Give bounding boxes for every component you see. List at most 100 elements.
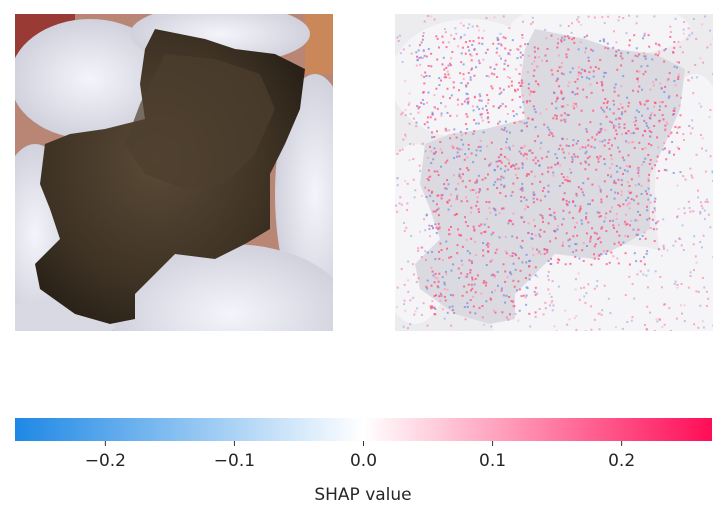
shap-pixel — [711, 170, 713, 173]
shap-pixel — [493, 68, 496, 70]
shap-pixel — [588, 155, 591, 158]
shap-pixel — [481, 305, 484, 307]
shap-pixel — [566, 104, 569, 106]
shap-pixel — [493, 169, 496, 172]
shap-pixel — [504, 126, 507, 129]
shap-pixel — [596, 280, 599, 282]
shap-pixel — [701, 207, 704, 210]
shap-pixel — [560, 40, 563, 43]
shap-pixel — [607, 15, 610, 18]
shap-pixel — [637, 183, 640, 186]
shap-pixel — [403, 299, 406, 302]
shap-pixel — [435, 226, 438, 229]
shap-pixel — [409, 323, 412, 326]
shap-pixel — [526, 125, 528, 128]
shap-pixel — [638, 85, 641, 88]
shap-pixel — [430, 162, 433, 165]
shap-pixel — [674, 17, 677, 20]
shap-pixel — [470, 59, 473, 62]
shap-pixel — [649, 158, 652, 161]
shap-pixel — [586, 34, 588, 37]
shap-pixel — [584, 152, 587, 155]
colorbar-gradient — [15, 418, 712, 441]
shap-pixel — [487, 226, 490, 229]
shap-pixel — [597, 160, 600, 163]
shap-pixel — [456, 147, 459, 150]
shap-pixel — [482, 323, 485, 326]
shap-pixel — [626, 96, 629, 99]
shap-pixel — [534, 293, 537, 296]
shap-pixel — [693, 269, 695, 272]
shap-pixel — [500, 128, 503, 131]
shap-pixel — [444, 105, 447, 108]
shap-pixel — [465, 238, 468, 241]
shap-pixel — [471, 278, 474, 281]
shap-pixel — [667, 96, 670, 99]
shap-pixel — [560, 72, 563, 75]
shap-pixel — [575, 142, 578, 145]
shap-pixel — [614, 83, 617, 86]
shap-pixel — [522, 154, 525, 157]
shap-pixel — [687, 71, 690, 74]
shap-pixel — [473, 229, 476, 232]
shap-pixel — [591, 183, 594, 186]
shap-pixel — [691, 32, 694, 35]
shap-pixel — [490, 141, 493, 144]
shap-pixel — [514, 88, 516, 91]
shap-pixel — [483, 280, 486, 283]
shap-pixel — [541, 173, 544, 176]
shap-pixel — [450, 205, 452, 207]
shap-pixel — [424, 71, 427, 74]
shap-pixel — [475, 179, 478, 182]
shap-pixel — [575, 194, 578, 197]
shap-pixel — [468, 179, 471, 182]
shap-pixel — [678, 126, 681, 129]
shap-pixel — [507, 64, 510, 67]
shap-pixel — [485, 17, 488, 20]
shap-pixel — [443, 288, 446, 290]
shap-pixel — [445, 270, 447, 273]
shap-pixel — [444, 161, 447, 164]
shap-pixel — [512, 212, 515, 215]
shap-pixel — [429, 116, 432, 119]
shap-pixel — [574, 255, 577, 258]
shap-pixel — [504, 270, 507, 273]
shap-pixel — [644, 157, 647, 160]
shap-pixel — [432, 210, 435, 213]
shap-pixel — [416, 55, 418, 58]
shap-pixel — [522, 294, 525, 297]
shap-pixel — [632, 141, 635, 143]
shap-pixel — [453, 214, 456, 217]
shap-pixel — [676, 216, 678, 219]
shap-pixel — [525, 174, 528, 177]
shap-pixel — [508, 131, 511, 134]
shap-pixel — [619, 243, 622, 246]
shap-pixel — [712, 256, 713, 259]
shap-pixel — [458, 175, 461, 178]
shap-pixel — [618, 15, 621, 18]
shap-pixel — [496, 36, 499, 39]
shap-pixel — [465, 196, 468, 199]
shap-pixel — [451, 309, 454, 312]
shap-pixel — [653, 207, 656, 210]
shap-pixel — [498, 93, 501, 95]
shap-pixel — [536, 66, 539, 69]
shap-pixel — [690, 174, 693, 177]
shap-pixel — [574, 155, 577, 158]
shap-pixel — [599, 58, 602, 61]
shap-pixel — [459, 168, 462, 171]
shap-pixel — [421, 246, 424, 249]
shap-pixel — [658, 318, 661, 321]
shap-pixel — [529, 149, 532, 152]
shap-pixel — [426, 101, 429, 104]
shap-pixel — [612, 112, 615, 115]
shap-pixel — [657, 248, 660, 251]
shap-pixel — [617, 262, 620, 265]
shap-pixel — [687, 200, 690, 203]
shap-pixel — [419, 230, 421, 233]
shap-pixel — [623, 123, 626, 126]
shap-pixel — [401, 60, 404, 63]
shap-pixel — [586, 157, 589, 160]
shap-pixel — [472, 40, 475, 43]
shap-pixel — [563, 112, 566, 115]
